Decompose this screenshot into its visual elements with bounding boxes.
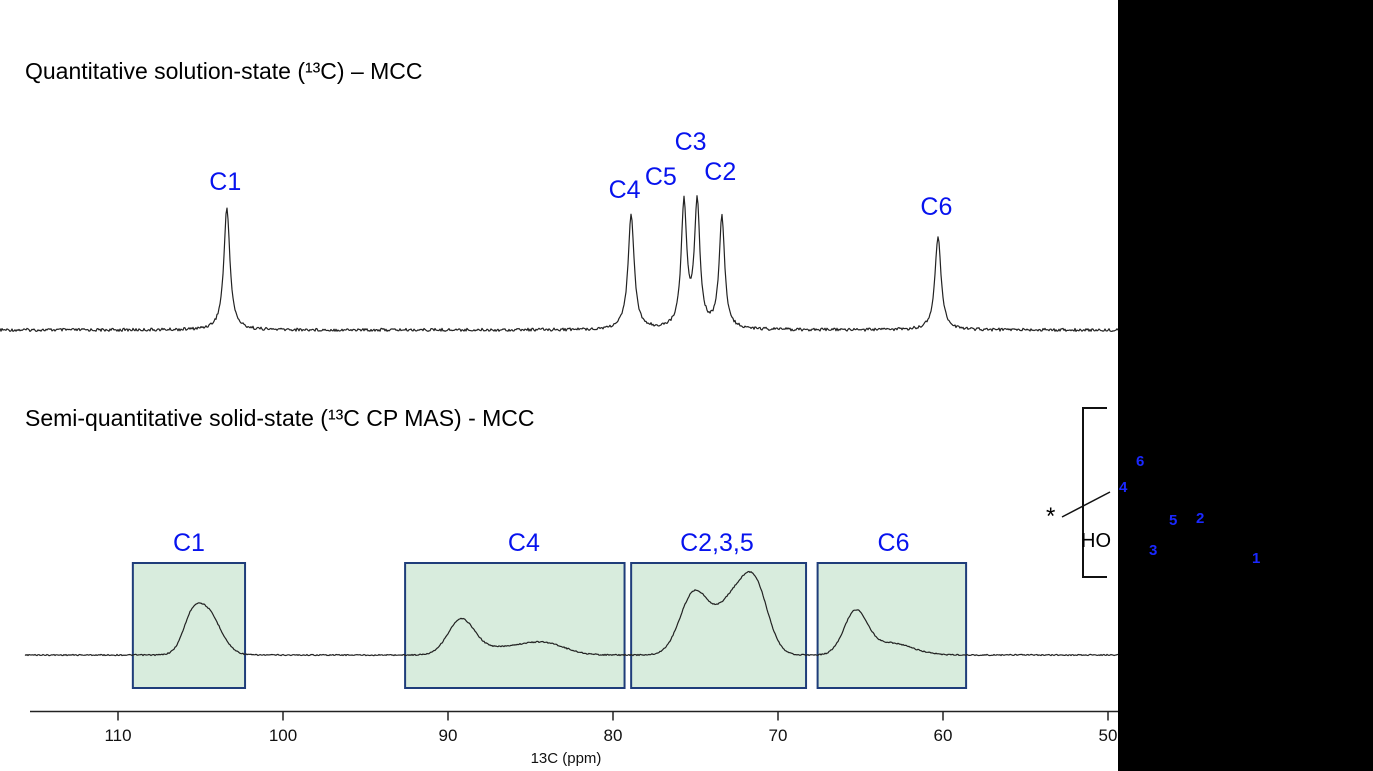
- atom-number-6: 6: [1136, 453, 1145, 470]
- peak-label-C2: C2: [704, 158, 737, 186]
- atom-number-3: 3: [1149, 542, 1158, 559]
- peak-label-C1: C1: [209, 168, 242, 196]
- x-axis-title: 13C (ppm): [530, 750, 602, 767]
- x-tick-label-110: 110: [104, 726, 132, 745]
- atom-number-2: 2: [1196, 510, 1205, 527]
- peak-label-C6: C6: [920, 193, 953, 221]
- x-tick-label-100: 100: [268, 726, 298, 745]
- region-box-C4: [404, 562, 626, 689]
- x-tick-label-50: 50: [1098, 726, 1118, 745]
- peak-label-C4: C4: [608, 176, 641, 204]
- region-box-C2,3,5: [630, 562, 808, 689]
- x-tick-label-80: 80: [603, 726, 623, 745]
- black-redaction-overlay: [1118, 0, 1373, 771]
- atom-number-1: 1: [1252, 550, 1261, 567]
- top-spectrum-title: Quantitative solution-state (¹³C) – MCC: [25, 58, 423, 84]
- region-label-C1: C1: [172, 529, 205, 557]
- x-tick-label-90: 90: [438, 726, 458, 745]
- atom-number-4: 4: [1119, 479, 1128, 496]
- region-box-C6: [816, 562, 968, 689]
- region-label-C6: C6: [877, 529, 910, 557]
- repeat-unit-asterisk: *: [1046, 503, 1056, 530]
- peak-label-C3: C3: [674, 128, 707, 156]
- hydroxyl-group-label: HO: [1081, 530, 1111, 552]
- region-label-C2,3,5: C2,3,5: [680, 529, 754, 557]
- polymer-bond-line: [1061, 491, 1111, 518]
- peak-label-C5: C5: [644, 163, 677, 191]
- x-tick-label-70: 70: [768, 726, 788, 745]
- atom-number-5: 5: [1169, 512, 1178, 529]
- region-box-C1: [131, 562, 247, 689]
- bottom-spectrum-title: Semi-quantitative solid-state (¹³C CP MA…: [25, 405, 535, 431]
- x-tick-label-60: 60: [933, 726, 953, 745]
- region-label-C4: C4: [507, 529, 540, 557]
